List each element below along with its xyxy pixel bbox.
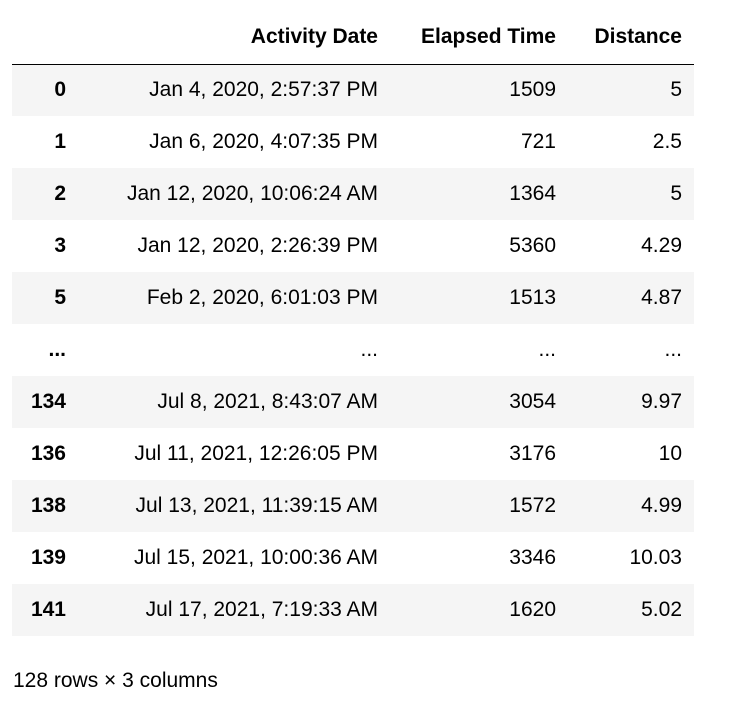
activity-date-cell: ... [360,338,378,361]
table-row: ............ [12,324,694,376]
elapsed-time-cell: ... [538,338,556,361]
elapsed-time-cell: 3176 [509,442,556,465]
distance-cell: ... [664,338,682,361]
elapsed-time-cell: 3054 [509,390,556,413]
row-index: 3 [54,234,66,257]
row-index: 141 [30,598,66,621]
index-column-header [12,10,78,65]
row-index: 5 [54,286,66,309]
distance-cell: 2.5 [652,130,682,153]
table-body: 0 Jan 4, 2020, 2:57:37 PM 1509 5 1 Jan 6, 202… [12,64,694,636]
table-row: 134 Jul 8, 2021, 8:43:07 AM 3054 9.97 [12,376,694,428]
elapsed-time-cell: 3346 [509,546,556,569]
activity-date-cell: Jul 11, 2021, 12:26:05 PM [134,442,378,465]
dataframe-output: Activity Date Elapsed Time Distance 0 Jan… [12,10,694,636]
activity-date-cell: Jan 12, 2020, 10:06:24 AM [126,182,378,205]
table-header: Activity Date Elapsed Time Distance [12,10,694,65]
distance-column-header: Distance [568,10,694,65]
activity-date-cell: Jan 6, 2020, 4:07:35 PM [149,130,378,153]
distance-cell: 10 [658,442,682,465]
distance-cell: 10.03 [629,546,682,569]
header-row: Activity Date Elapsed Time Distance [12,10,694,65]
distance-cell: 5 [670,182,682,205]
activity-date-cell: Jul 13, 2021, 11:39:15 AM [135,494,378,517]
row-index: 138 [30,494,66,517]
row-index: 2 [54,182,66,205]
table-row: 139 Jul 15, 2021, 10:00:36 AM 3346 10.03 [12,532,694,584]
elapsed-time-column-header: Elapsed Time [390,10,568,65]
table-row: 5 Feb 2, 2020, 6:01:03 PM 1513 4.87 [12,272,694,324]
row-index: 134 [30,390,66,413]
elapsed-time-cell: 5360 [509,234,556,257]
elapsed-time-cell: 1620 [509,598,556,621]
table-row: 0 Jan 4, 2020, 2:57:37 PM 1509 5 [12,64,694,116]
activity-date-cell: Jan 4, 2020, 2:57:37 PM [149,78,378,102]
activity-date-cell: Jul 15, 2021, 10:00:36 AM [133,546,378,569]
distance-cell: 4.99 [641,494,682,517]
dataframe-table: Activity Date Elapsed Time Distance 0 Jan… [12,10,694,636]
row-index: 1 [54,130,66,153]
row-index: 0 [54,78,66,102]
table-row: 2 Jan 12, 2020, 10:06:24 AM 1364 5 [12,168,694,220]
elapsed-time-cell: 1509 [509,78,556,102]
elapsed-time-cell: 1513 [509,286,556,309]
distance-cell: 5.02 [641,598,682,621]
elapsed-time-cell: 721 [520,130,556,153]
table-row: 1 Jan 6, 2020, 4:07:35 PM 721 2.5 [12,116,694,168]
row-column-summary: 128 rows × 3 columns [13,669,218,692]
activity-date-cell: Feb 2, 2020, 6:01:03 PM [146,286,378,309]
distance-cell: 5 [670,78,682,102]
row-index: 136 [30,442,66,465]
row-index: ... [48,338,66,361]
distance-cell: 4.87 [641,286,682,309]
activity-date-cell: Jul 17, 2021, 7:19:33 AM [145,598,378,621]
table-row: 141 Jul 17, 2021, 7:19:33 AM 1620 5.02 [12,584,694,636]
table-row: 136 Jul 11, 2021, 12:26:05 PM 3176 10 [12,428,694,480]
row-index: 139 [30,546,66,569]
activity-date-column-header: Activity Date [78,10,390,65]
table-row: 138 Jul 13, 2021, 11:39:15 AM 1572 4.99 [12,480,694,532]
table-row: 3 Jan 12, 2020, 2:26:39 PM 5360 4.29 [12,220,694,272]
distance-cell: 4.29 [641,234,682,257]
distance-cell: 9.97 [641,390,682,413]
elapsed-time-cell: 1364 [509,182,556,205]
activity-date-cell: Jul 8, 2021, 8:43:07 AM [157,390,378,413]
elapsed-time-cell: 1572 [509,494,556,517]
activity-date-cell: Jan 12, 2020, 2:26:39 PM [137,234,378,257]
